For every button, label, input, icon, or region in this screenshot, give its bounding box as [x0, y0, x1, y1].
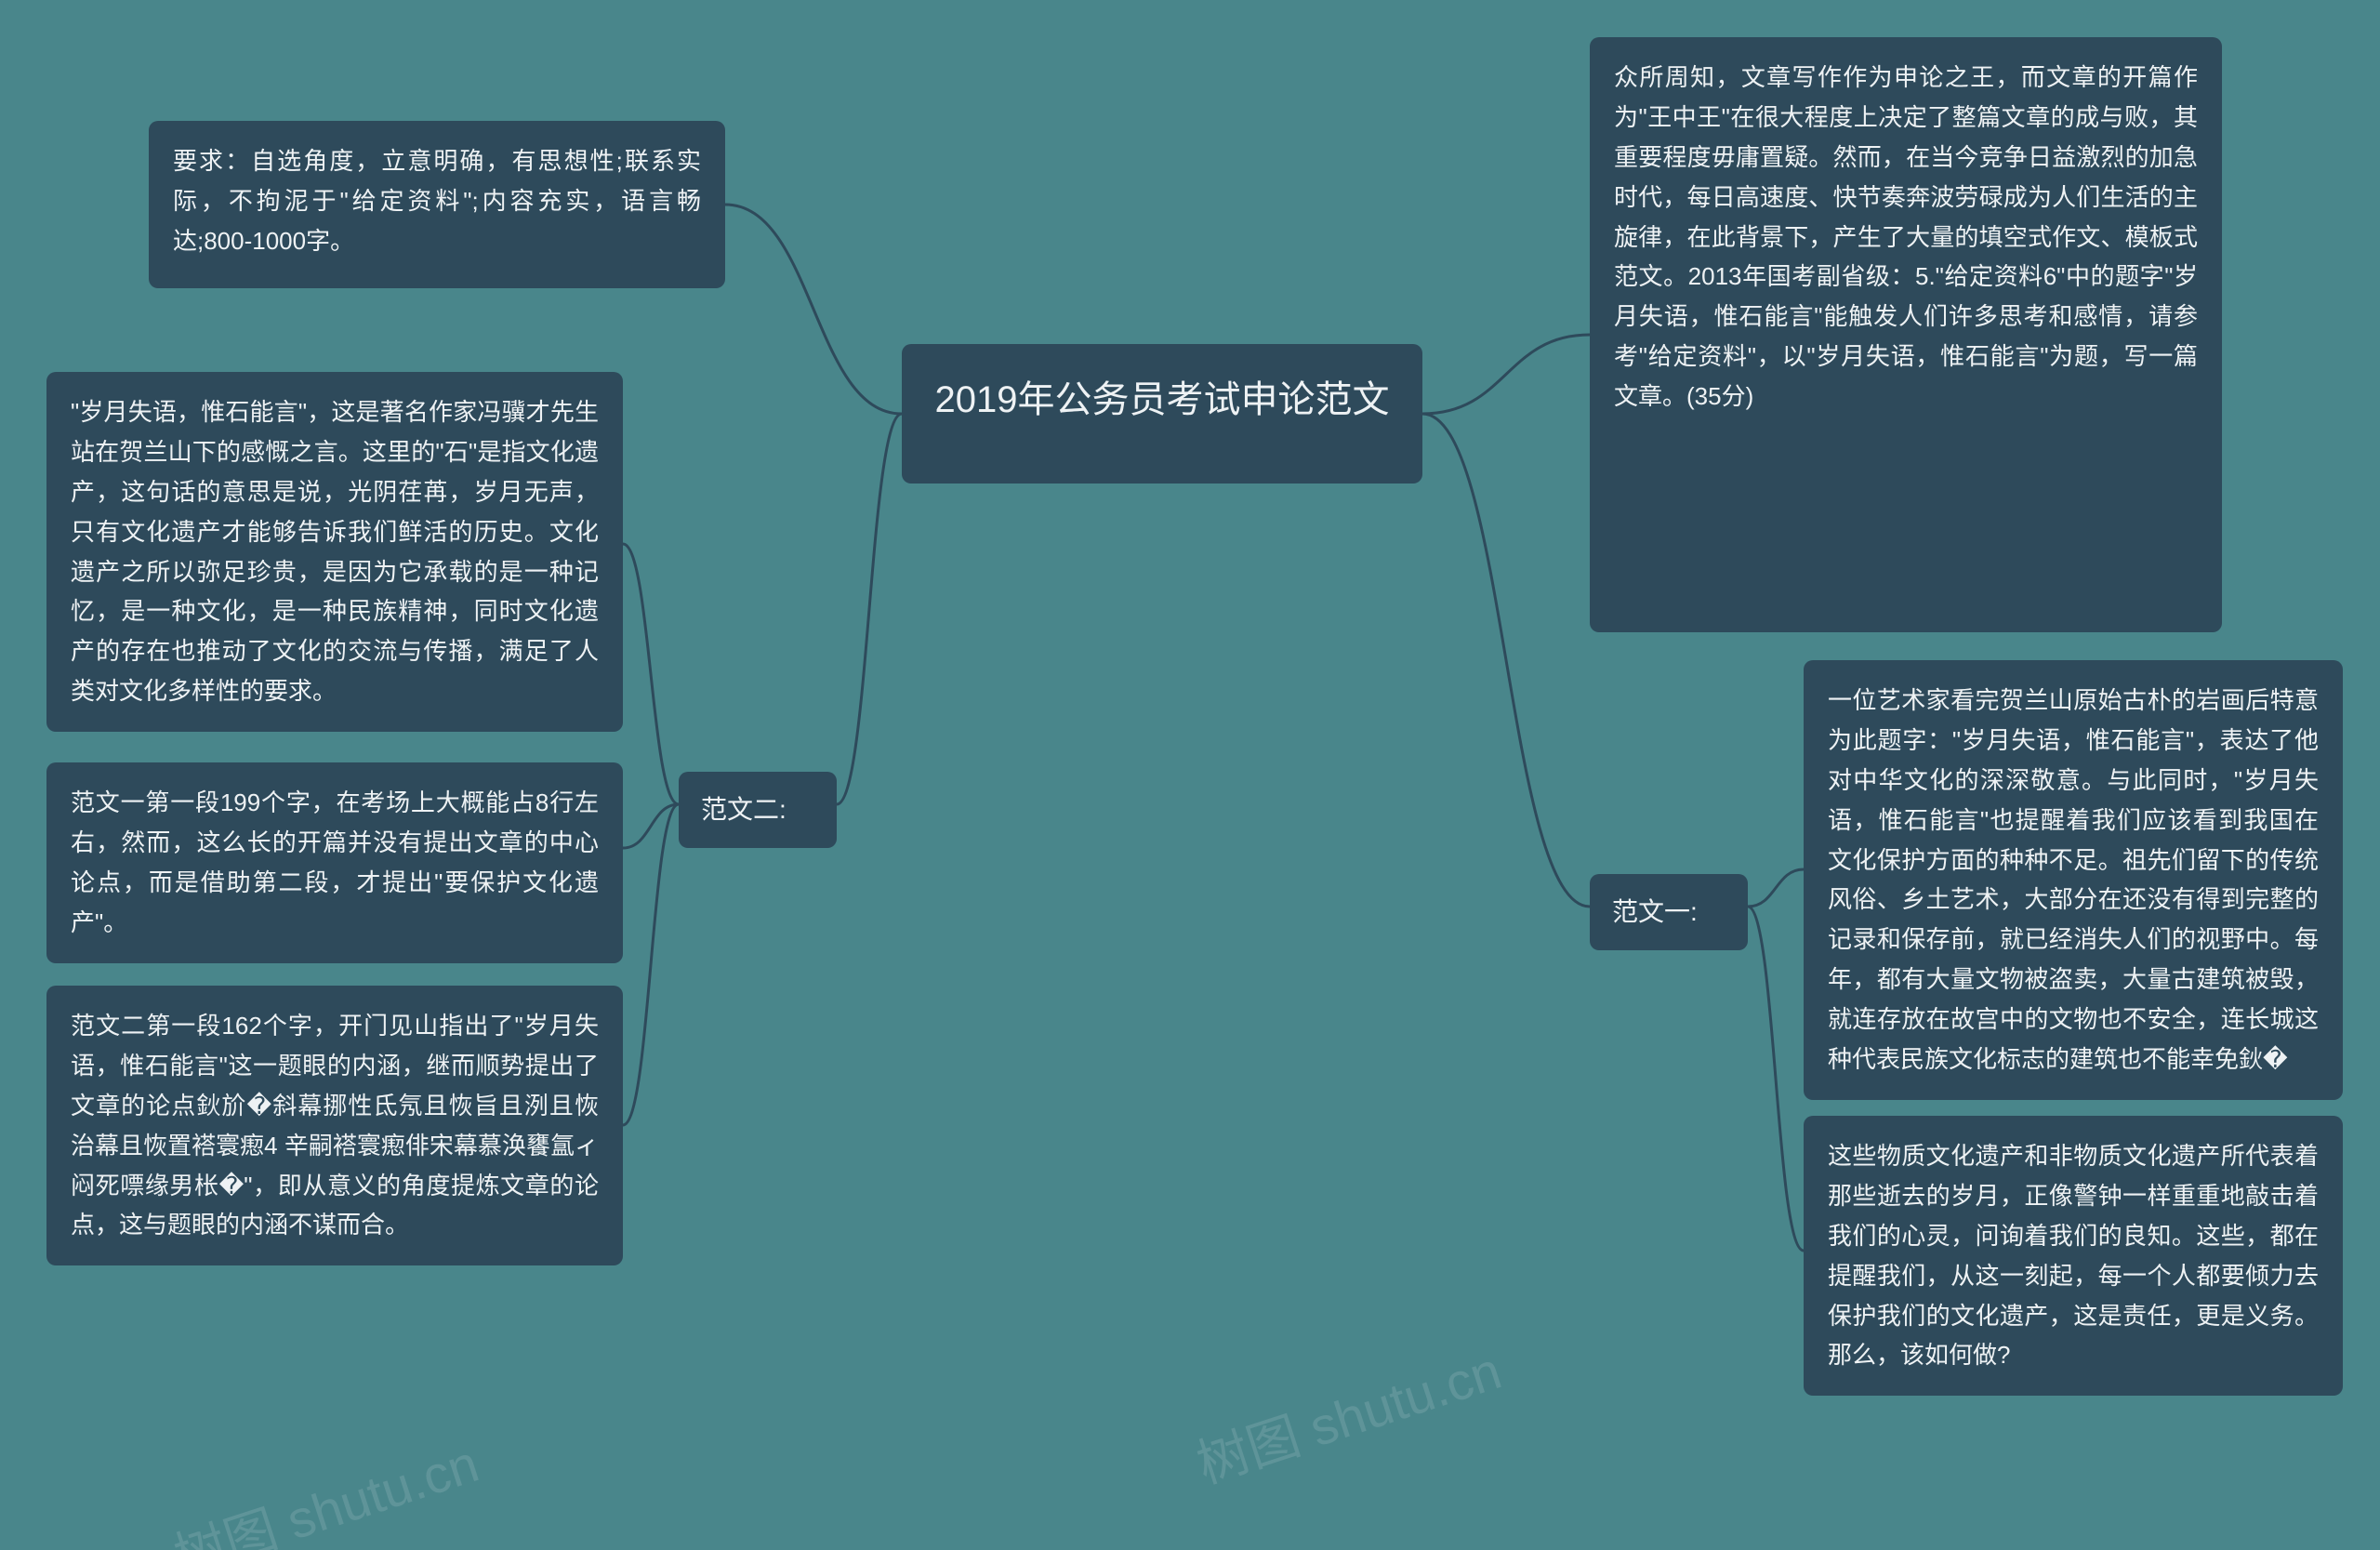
node-text: 一位艺术家看完贺兰山原始古朴的岩画后特意为此题字："岁月失语，惟石能言"，表达了… — [1828, 686, 2319, 1073]
node-text: 范文一第一段199个字，在考场上大概能占8行左右，然而，这么长的开篇并没有提出文… — [71, 788, 599, 936]
mindmap-node-fanwen2_label: 范文二: — [679, 772, 837, 848]
mindmap-node-fanwen2_p3: 范文二第一段162个字，开门见山指出了"岁月失语，惟石能言"这一题眼的内涵，继而… — [46, 986, 623, 1265]
center-node: 2019年公务员考试申论范文 — [902, 344, 1422, 484]
node-text: 范文一: — [1612, 897, 1698, 926]
mindmap-node-fanwen2_p1: "岁月失语，惟石能言"，这是著名作家冯骥才先生站在贺兰山下的感慨之言。这里的"石… — [46, 372, 623, 732]
mindmap-node-fanwen1_p1: 一位艺术家看完贺兰山原始古朴的岩画后特意为此题字："岁月失语，惟石能言"，表达了… — [1804, 660, 2343, 1100]
mindmap-node-fanwen2_p2: 范文一第一段199个字，在考场上大概能占8行左右，然而，这么长的开篇并没有提出文… — [46, 762, 623, 963]
node-text: 范文二: — [701, 795, 787, 824]
node-text: 要求：自选角度，立意明确，有思想性;联系实际，不拘泥于"给定资料";内容充实，语… — [173, 147, 701, 255]
center-title: 2019年公务员考试申论范文 — [935, 379, 1390, 420]
node-text: 这些物质文化遗产和非物质文化遗产所代表着那些逝去的岁月，正像警钟一样重重地敲击着… — [1828, 1142, 2319, 1369]
mindmap-node-intro: 众所周知，文章写作作为申论之王，而文章的开篇作为"王中王"在很大程度上决定了整篇… — [1590, 37, 2222, 632]
mindmap-node-fanwen1_p2: 这些物质文化遗产和非物质文化遗产所代表着那些逝去的岁月，正像警钟一样重重地敲击着… — [1804, 1116, 2343, 1396]
node-text: "岁月失语，惟石能言"，这是著名作家冯骥才先生站在贺兰山下的感慨之言。这里的"石… — [71, 398, 599, 705]
mindmap-node-fanwen1_label: 范文一: — [1590, 874, 1748, 950]
node-text: 范文二第一段162个字，开门见山指出了"岁月失语，惟石能言"这一题眼的内涵，继而… — [71, 1012, 599, 1239]
node-text: 众所周知，文章写作作为申论之王，而文章的开篇作为"王中王"在很大程度上决定了整篇… — [1614, 63, 2198, 410]
mindmap-node-req: 要求：自选角度，立意明确，有思想性;联系实际，不拘泥于"给定资料";内容充实，语… — [149, 121, 725, 288]
